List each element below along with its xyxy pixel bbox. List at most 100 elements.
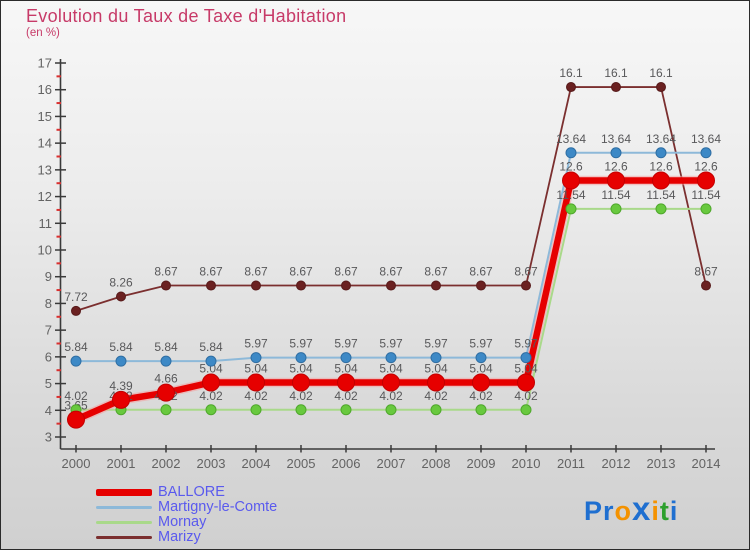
legend-label: Mornay xyxy=(158,514,207,530)
value-label: 11.54 xyxy=(601,188,630,202)
data-point xyxy=(340,404,352,416)
data-point xyxy=(160,404,172,416)
chart-title: Evolution du Taux de Taxe d'Habitation xyxy=(26,6,347,26)
data-point xyxy=(431,280,441,291)
value-label: 13.64 xyxy=(691,132,721,146)
series-markers-Martigny-le-Comte xyxy=(70,147,712,367)
value-label: 12.6 xyxy=(694,160,718,174)
value-label: 5.04 xyxy=(379,362,403,376)
value-label: 5.04 xyxy=(469,362,493,376)
y-tick-label: 5 xyxy=(45,376,52,391)
value-label: 13.64 xyxy=(556,132,586,146)
value-label: 5.97 xyxy=(379,337,403,351)
data-point xyxy=(697,171,715,190)
y-tick-label: 9 xyxy=(45,269,52,284)
data-point xyxy=(385,352,397,364)
data-point xyxy=(71,305,81,316)
y-tick-label: 4 xyxy=(45,403,52,418)
data-point xyxy=(202,373,220,392)
data-point xyxy=(610,147,622,159)
value-label: 13.64 xyxy=(646,132,676,146)
value-label: 5.04 xyxy=(199,362,223,376)
value-label: 4.02 xyxy=(469,389,493,403)
value-label: 5.04 xyxy=(334,362,358,376)
value-label: 8.67 xyxy=(424,265,448,279)
legend-label: Martigny-le-Comte xyxy=(158,499,278,515)
value-label: 5.04 xyxy=(244,362,268,376)
data-point xyxy=(652,171,670,190)
logo-letter: i xyxy=(669,496,679,526)
value-label: 8.67 xyxy=(334,265,358,279)
data-point xyxy=(341,280,351,291)
y-minor-tick xyxy=(56,128,61,131)
y-minor-tick xyxy=(56,75,61,78)
x-tick-label: 2012 xyxy=(602,456,631,471)
data-point xyxy=(655,147,667,159)
data-point xyxy=(475,352,487,364)
value-label: 8.26 xyxy=(109,275,133,289)
y-tick-label: 11 xyxy=(39,216,53,231)
value-label: 5.97 xyxy=(244,337,268,351)
y-axis: 3 4 5 6 7 8 9 10 11 12 13 14 15 16 17 xyxy=(38,56,66,449)
data-point xyxy=(340,352,352,364)
data-point xyxy=(611,82,621,93)
data-point xyxy=(337,373,355,392)
value-label: 5.84 xyxy=(154,340,178,354)
legend-swatch xyxy=(96,489,152,496)
x-tick-label: 2006 xyxy=(332,456,361,471)
legend-item-BALLORE: BALLORE xyxy=(96,485,277,500)
x-tick-label: 2004 xyxy=(242,456,271,471)
x-tick-label: 2008 xyxy=(422,456,451,471)
logo-letter: i xyxy=(651,496,660,526)
data-point xyxy=(157,383,175,402)
value-label: 13.64 xyxy=(601,132,631,146)
legend-swatch xyxy=(96,506,152,509)
data-point xyxy=(386,280,396,291)
x-tick-label: 2003 xyxy=(197,456,226,471)
value-label: 4.02 xyxy=(244,389,268,403)
y-minor-tick xyxy=(56,102,61,105)
y-tick-label: 6 xyxy=(45,349,52,364)
data-point xyxy=(475,404,487,416)
data-point xyxy=(382,373,400,392)
logo-letter: x xyxy=(632,490,652,527)
value-label: 5.84 xyxy=(109,340,133,354)
value-label: 5.04 xyxy=(514,362,538,376)
value-label: 5.84 xyxy=(64,340,88,354)
value-label: 5.97 xyxy=(289,337,313,351)
value-label: 8.67 xyxy=(469,265,493,279)
legend-item-Mornay: Mornay xyxy=(96,515,277,530)
data-point xyxy=(472,373,490,392)
y-tick-label: 14 xyxy=(38,136,52,151)
data-point xyxy=(205,404,217,416)
value-label: 4.02 xyxy=(379,389,403,403)
y-minor-tick xyxy=(56,395,61,398)
value-label: 4.39 xyxy=(109,379,133,393)
y-minor-tick xyxy=(56,289,61,292)
legend-swatch xyxy=(96,536,152,539)
data-point xyxy=(385,404,397,416)
value-label: 4.02 xyxy=(514,389,538,403)
data-point xyxy=(67,410,85,429)
x-tick-label: 2010 xyxy=(512,456,541,471)
value-label: 5.84 xyxy=(199,340,223,354)
x-tick-label: 2014 xyxy=(692,456,721,471)
data-point xyxy=(521,280,531,291)
x-tick-label: 2007 xyxy=(377,456,406,471)
data-point xyxy=(161,280,171,291)
value-label: 8.67 xyxy=(514,265,538,279)
value-label: 8.67 xyxy=(289,265,313,279)
x-tick-label: 2011 xyxy=(557,456,585,471)
data-point xyxy=(247,373,265,392)
data-point xyxy=(112,390,130,409)
data-point xyxy=(206,280,216,291)
data-point xyxy=(115,355,127,367)
x-tick-label: 2005 xyxy=(287,456,316,471)
y-minor-tick xyxy=(56,422,61,425)
value-label: 8.67 xyxy=(199,265,223,279)
data-point xyxy=(476,280,486,291)
x-axis: 2000 2001 2002 2003 2004 2005 2006 2007 2008 2009… xyxy=(60,445,721,471)
y-minor-tick xyxy=(56,262,61,265)
x-tick-label: 2009 xyxy=(467,456,496,471)
data-point xyxy=(296,280,306,291)
